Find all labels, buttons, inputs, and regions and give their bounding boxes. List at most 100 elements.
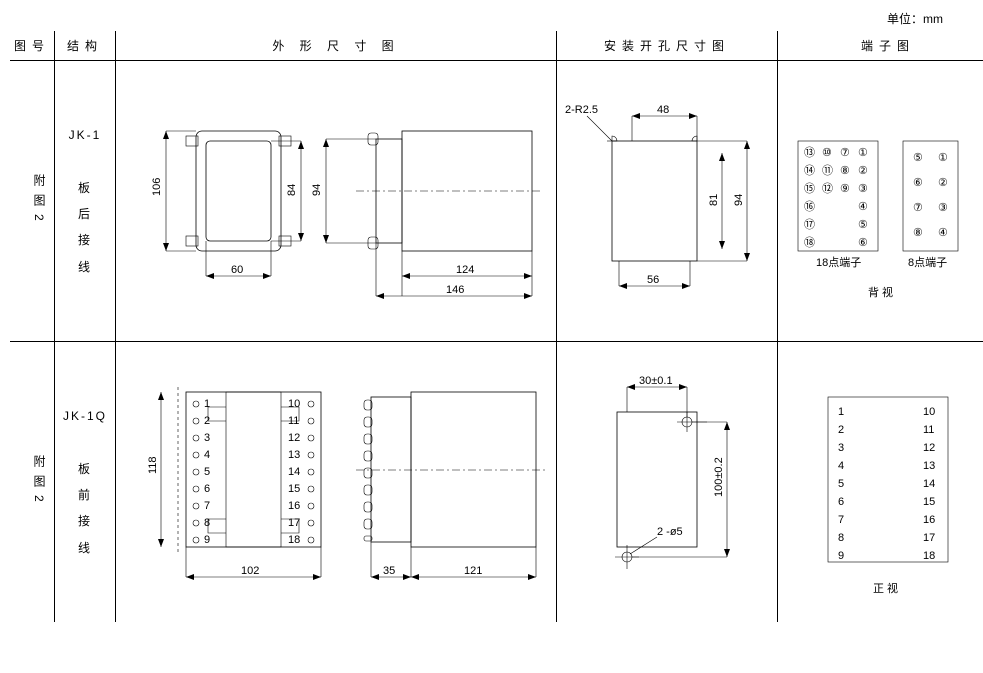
svg-text:124: 124 [456,264,474,276]
svg-text:16: 16 [923,514,935,526]
svg-text:17: 17 [923,532,935,544]
row1-term-svg: ⑬ ⑭ ⑮ ⑯ ⑰ ⑱ ⑩ ⑪ ⑫ ⑦ ⑧ ⑨ ① ② ③ [778,61,983,341]
svg-text:①: ① [938,152,948,164]
svg-text:④: ④ [938,227,948,239]
svg-text:18点端子: 18点端子 [816,256,861,269]
row1-struct-label: JK-1 板 后 接 线 [55,102,115,300]
row2-struct: JK-1Q 板 前 接 线 [55,342,116,623]
svg-text:①: ① [858,147,868,159]
svg-text:3: 3 [838,442,844,454]
svg-text:18: 18 [288,534,300,546]
svg-text:⑬: ⑬ [804,146,815,159]
svg-text:10: 10 [288,398,300,410]
svg-text:5: 5 [204,466,210,478]
svg-text:⑰: ⑰ [804,218,815,231]
svg-text:1: 1 [838,406,844,418]
header-struct: 结构 [55,31,116,61]
svg-text:118: 118 [147,456,159,474]
header-figno: 图号 [10,31,55,61]
row2-figno: 附图2 [10,342,55,623]
svg-text:8: 8 [204,517,210,529]
row2-outline: 1 2 3 4 5 6 7 8 9 10 11 12 13 [116,342,557,623]
svg-text:⑦: ⑦ [840,147,850,159]
svg-text:⑧: ⑧ [840,165,850,177]
row1-figno-text: 附图2 [10,154,54,249]
row1-struct: JK-1 板 后 接 线 [55,61,116,342]
row2-struct-l1: 前 [78,488,92,502]
svg-text:7: 7 [838,514,844,526]
svg-text:13: 13 [923,460,935,472]
row2-figno-text: 附图2 [10,435,54,530]
svg-text:⑭: ⑭ [804,164,815,177]
header-term: 端子图 [778,31,983,61]
svg-text:100±0.2: 100±0.2 [713,457,725,497]
svg-text:③: ③ [938,202,948,214]
svg-text:14: 14 [923,478,935,490]
svg-text:②: ② [858,165,868,177]
unit-label: 单位：mm [10,10,943,27]
svg-text:30±0.1: 30±0.1 [639,375,673,387]
svg-text:⑱: ⑱ [804,236,815,249]
svg-text:2-R2.5: 2-R2.5 [565,104,598,116]
row2-struct-l3: 线 [78,541,92,555]
svg-text:11: 11 [923,424,934,436]
spec-table: 图号 结构 外 形 尺 寸 图 安装开孔尺寸图 端子图 附图2 JK-1 板 后… [10,31,983,622]
row2-term-svg: 110 211 312 413 514 615 716 817 918 正 视 [778,342,983,622]
svg-text:7: 7 [204,500,210,512]
svg-text:⑨: ⑨ [840,183,850,195]
svg-text:15: 15 [288,483,300,495]
svg-text:⑮: ⑮ [804,182,815,195]
svg-text:⑥: ⑥ [913,177,923,189]
row1-figno: 附图2 [10,61,55,342]
svg-text:4: 4 [838,460,844,472]
svg-text:3: 3 [204,432,210,444]
svg-text:2: 2 [204,415,210,427]
row2-struct-l2: 接 [78,514,92,528]
svg-text:6: 6 [838,496,844,508]
svg-text:⑩: ⑩ [822,147,832,159]
svg-text:18: 18 [923,550,935,562]
svg-text:35: 35 [383,565,395,577]
header-outline: 外 形 尺 寸 图 [116,31,557,61]
svg-text:正 视: 正 视 [873,581,898,595]
svg-text:84: 84 [286,184,298,196]
row2-struct-title: JK-1Q [63,409,107,423]
svg-text:2 -ø5: 2 -ø5 [657,526,683,538]
svg-text:14: 14 [288,466,300,478]
row2-struct-l0: 板 [78,462,92,476]
row1-struct-l0: 板 [78,181,92,195]
svg-text:102: 102 [241,565,259,577]
row2-hole-svg: 30±0.1 100±0.2 2 -ø5 [557,342,777,622]
svg-text:⑫: ⑫ [822,182,833,195]
row1-struct-l2: 接 [78,233,92,247]
svg-text:2: 2 [838,424,844,436]
svg-text:⑦: ⑦ [913,202,923,214]
row1-outline-svg: 106 84 60 [116,61,556,341]
svg-text:60: 60 [231,264,243,276]
svg-text:⑤: ⑤ [858,219,868,231]
row1-outline: 106 84 60 [116,61,557,342]
svg-text:13: 13 [288,449,300,461]
svg-text:5: 5 [838,478,844,490]
row2-hole: 30±0.1 100±0.2 2 -ø5 [557,342,778,623]
header-hole: 安装开孔尺寸图 [557,31,778,61]
svg-text:121: 121 [464,565,482,577]
svg-text:12: 12 [288,432,300,444]
svg-text:⑯: ⑯ [804,200,815,213]
svg-text:4: 4 [204,449,210,461]
row2-term: 110 211 312 413 514 615 716 817 918 正 视 [778,342,983,623]
svg-text:⑥: ⑥ [858,237,868,249]
svg-text:背 视: 背 视 [868,285,893,299]
svg-text:④: ④ [858,201,868,213]
svg-text:③: ③ [858,183,868,195]
svg-text:56: 56 [647,274,659,286]
svg-text:8点端子: 8点端子 [908,256,947,269]
svg-text:106: 106 [151,178,163,196]
row1-struct-title: JK-1 [69,128,102,142]
svg-text:1: 1 [204,398,210,410]
svg-text:6: 6 [204,483,210,495]
svg-text:12: 12 [923,442,935,454]
svg-text:15: 15 [923,496,935,508]
row1-hole-svg: 2-R2.5 48 81 94 [557,61,777,341]
svg-text:94: 94 [311,184,323,196]
